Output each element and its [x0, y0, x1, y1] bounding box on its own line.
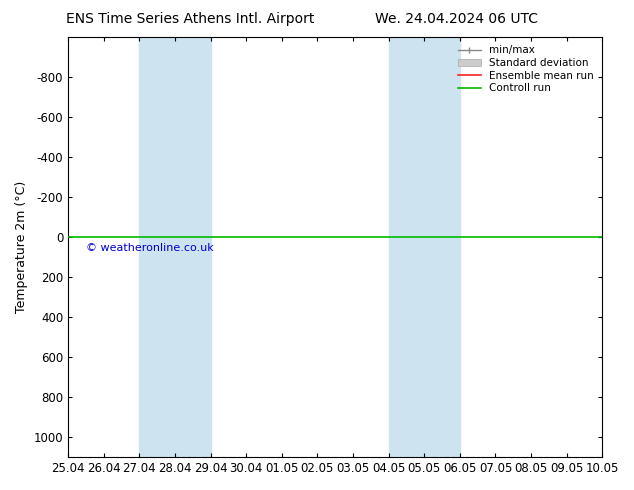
Text: © weatheronline.co.uk: © weatheronline.co.uk	[86, 243, 214, 253]
Y-axis label: Temperature 2m (°C): Temperature 2m (°C)	[15, 181, 28, 313]
Text: We. 24.04.2024 06 UTC: We. 24.04.2024 06 UTC	[375, 12, 538, 26]
Text: ENS Time Series Athens Intl. Airport: ENS Time Series Athens Intl. Airport	[66, 12, 314, 26]
Bar	[139, 37, 210, 457]
Legend: min/max, Standard deviation, Ensemble mean run, Controll run: min/max, Standard deviation, Ensemble me…	[455, 42, 597, 97]
Bar	[389, 37, 460, 457]
